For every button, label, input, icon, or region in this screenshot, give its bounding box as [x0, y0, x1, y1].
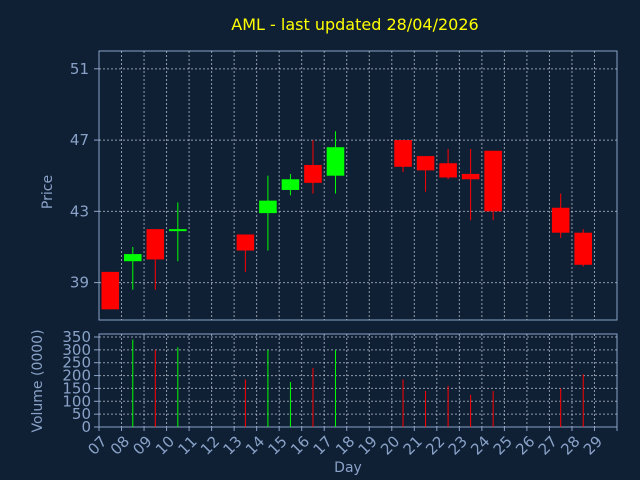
candle-body-13: [236, 234, 255, 251]
x-axis-title: Day: [334, 460, 362, 476]
candle-body-10: [169, 229, 187, 232]
volume-tick-label: 150: [62, 379, 91, 397]
candle-body-16: [304, 165, 322, 183]
candles-group: [101, 131, 593, 310]
volume-tick-label: 300: [62, 341, 91, 359]
price-plot-frame: [98, 50, 618, 321]
price-tick-label: 47: [70, 131, 89, 149]
candle-body-22: [439, 163, 457, 178]
candle-body-27: [551, 207, 570, 233]
candle-body-07: [101, 271, 120, 310]
candle-body-24: [484, 150, 502, 212]
price-tick-label: 51: [70, 60, 89, 78]
candle-body-20: [394, 140, 412, 167]
candle-body-09: [146, 229, 165, 260]
volume-axis-title: Volume (0000): [30, 329, 46, 432]
x-tick-label: 29: [580, 432, 606, 458]
candle-body-28: [574, 232, 593, 265]
volume-tick-label: 200: [62, 367, 91, 385]
x-axis: 0708091011121314151617181920212223242526…: [84, 427, 618, 459]
candle-body-23: [461, 173, 480, 180]
candle-body-14: [259, 200, 277, 214]
price-tick-label: 43: [70, 202, 89, 220]
volume-tick-label: 100: [62, 392, 91, 410]
volume-tick-label: 0: [81, 418, 91, 436]
candle-body-08: [123, 254, 142, 262]
volume-tick-label: 50: [72, 405, 91, 423]
price-tick-label: 39: [70, 274, 89, 292]
candle-body-21: [416, 156, 435, 171]
volume-tick-label: 250: [62, 354, 91, 372]
volume-tick-label: 350: [62, 328, 91, 346]
price-panel: 51 47 43 39: [70, 50, 618, 321]
candle-body-17: [326, 147, 345, 176]
price-axis-title: Price: [40, 175, 56, 209]
volume-plot-frame: [98, 333, 618, 428]
candle-body-15: [281, 179, 300, 190]
chart-title: AML - last updated 28/04/2026: [231, 15, 478, 34]
